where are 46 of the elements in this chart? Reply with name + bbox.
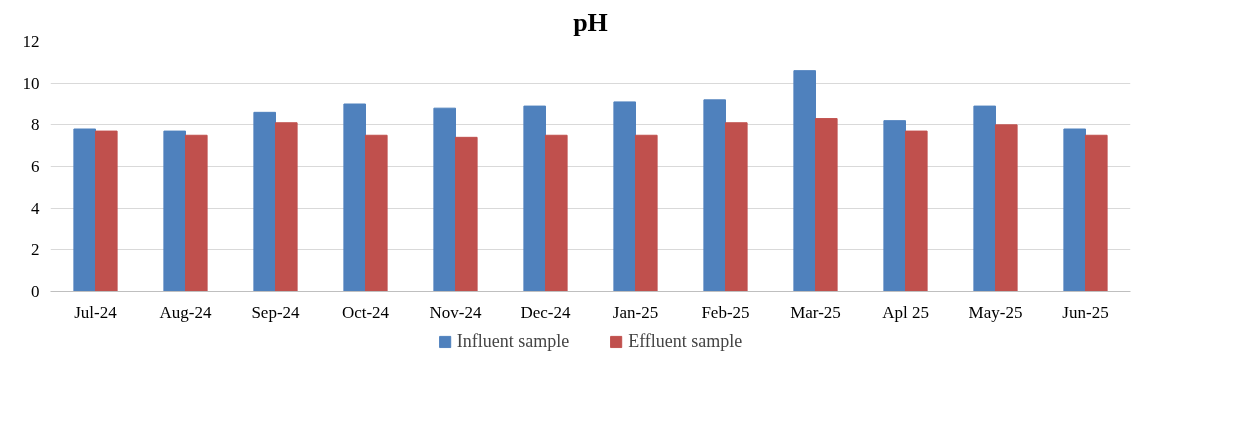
x-tick-label: Oct-24 [341,302,390,322]
bar [73,128,96,292]
legend-label: Influent sample [456,330,570,352]
bar [275,122,298,292]
x-tick-label: Jun-25 [1062,302,1109,322]
x-tick-label: Aug-24 [159,302,212,322]
x-tick-label: Feb-25 [701,302,750,322]
y-tick-label: 0 [31,282,40,301]
bar [905,130,928,292]
bar [95,130,118,292]
bar [163,130,186,292]
x-tick-label: May-25 [968,302,1023,322]
bar [433,107,456,292]
bar [523,105,546,292]
y-tick-label: 8 [31,115,40,135]
legend-label: Effluent sample [628,330,743,352]
bar [545,134,568,292]
x-tick-label: Jan-25 [612,302,659,322]
bar [883,120,906,292]
x-tick-label: Jul-24 [74,302,118,322]
y-tick-label: 6 [31,157,40,176]
x-tick-label: Nov-24 [429,302,482,322]
y-tick-label: 2 [31,240,40,260]
bar [815,118,838,292]
x-tick-label: Sep-24 [251,302,301,322]
bar [365,134,388,292]
bar [1085,134,1108,292]
bar [185,134,208,292]
y-tick-label: 12 [22,32,40,51]
bar [973,105,996,292]
bar [995,124,1018,292]
bar [343,103,366,292]
bar [725,122,748,292]
bar [703,99,726,292]
y-tick-label: 10 [22,73,40,93]
x-tick-label: Apl 25 [882,302,929,322]
y-tick-label: 4 [31,198,40,218]
x-tick-label: Mar-25 [790,302,841,322]
chart-title: pH [573,7,608,37]
bar [793,70,816,292]
bar [455,136,478,292]
bar [253,111,276,292]
bar [635,134,658,292]
x-tick-label: Dec-24 [520,302,572,322]
bar [613,101,636,292]
bar [1063,128,1086,292]
